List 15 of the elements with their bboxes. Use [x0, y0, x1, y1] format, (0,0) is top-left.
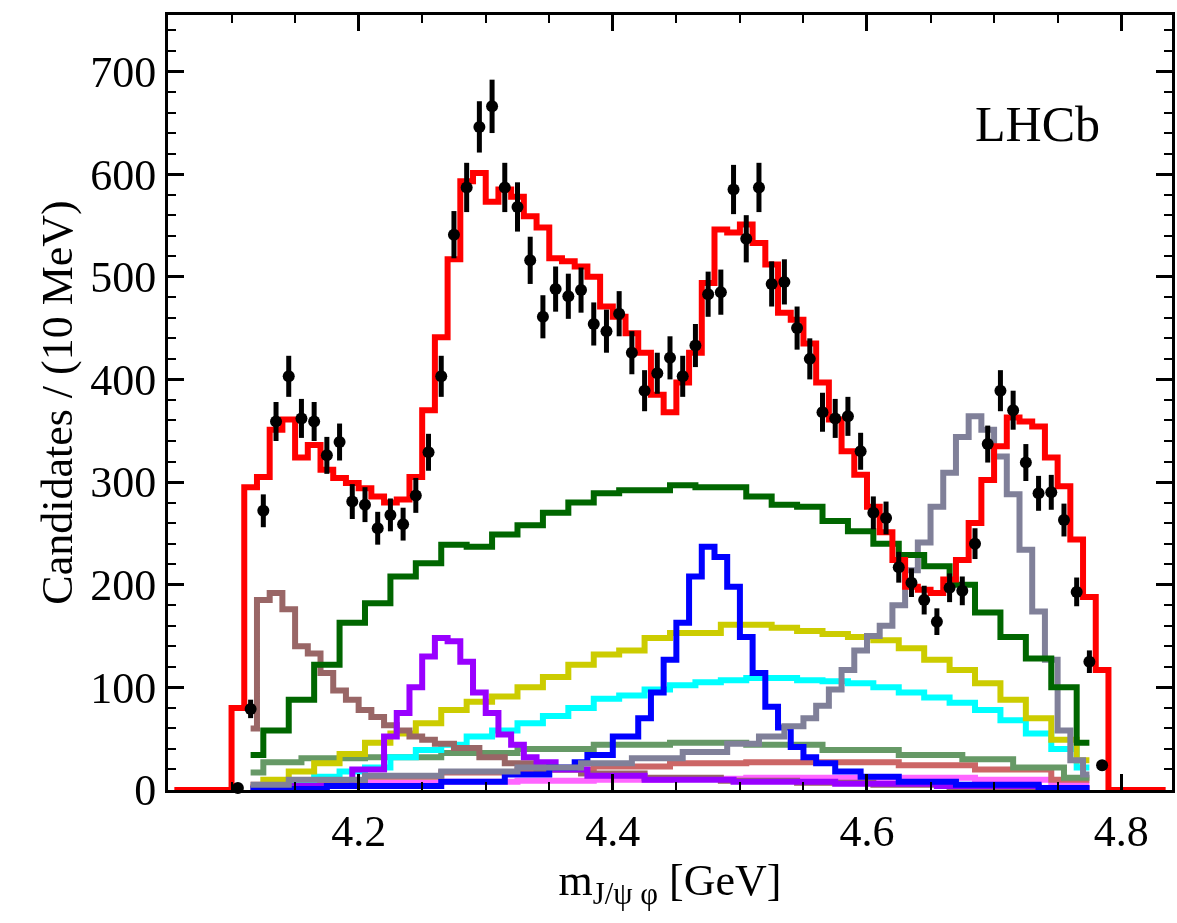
x-tick-label: 4.2	[331, 806, 387, 856]
y-tick-label: 500	[90, 253, 157, 303]
x-tick-label: 4.4	[585, 806, 641, 856]
y-tick-label: 200	[90, 561, 157, 611]
x-axis-title: m$_{J/ψ φ}$ [GeV]	[558, 855, 782, 912]
annotation: LHCb	[975, 96, 1100, 152]
y-tick-label: 300	[90, 458, 157, 508]
y-tick-label: 0	[134, 766, 157, 816]
y-tick-label: 100	[90, 663, 157, 713]
y-axis-title: Candidates / (10 MeV)	[33, 200, 83, 605]
y-tick-label: 400	[90, 355, 157, 405]
x-tick-label: 4.6	[839, 806, 895, 856]
y-tick-label: 600	[90, 150, 157, 200]
y-tick-label: 700	[90, 47, 157, 97]
x-tick-label: 4.8	[1093, 806, 1149, 856]
